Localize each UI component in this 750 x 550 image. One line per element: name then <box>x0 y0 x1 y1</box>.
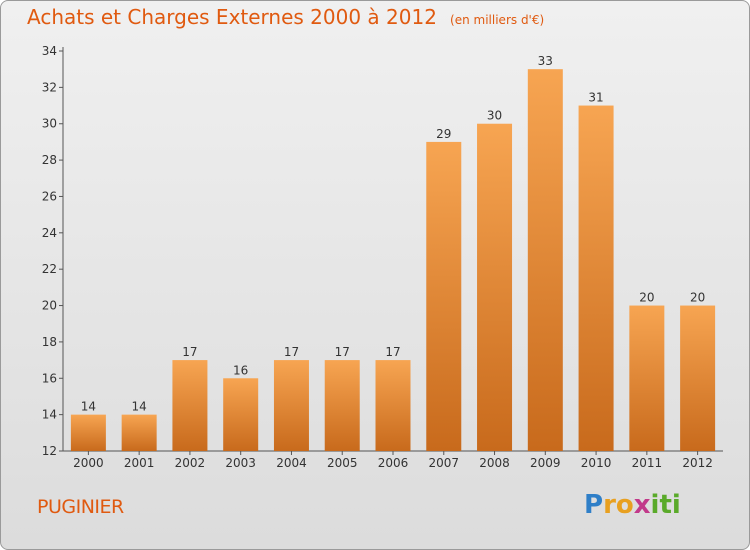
bar-2012[interactable] <box>680 305 716 451</box>
commune-name: PUGINIER <box>37 496 124 518</box>
bar-2005[interactable] <box>324 360 360 451</box>
bar-2001[interactable] <box>121 414 157 451</box>
y-tick-label: 12 <box>42 444 57 458</box>
logo-letter: P <box>584 490 604 520</box>
x-tick-label: 2010 <box>581 456 612 470</box>
bar-value-label: 20 <box>639 291 654 305</box>
bar-value-label: 33 <box>538 54 553 68</box>
logo-letter: i <box>671 490 681 520</box>
x-tick-label: 2004 <box>276 456 307 470</box>
bar-2003[interactable] <box>223 378 259 451</box>
x-axis: 2000 2001 2002 2003 2004 2005 2006 2007 2008 2009… <box>73 451 713 470</box>
bar-2008[interactable] <box>477 123 513 452</box>
bar-2010[interactable] <box>578 105 614 451</box>
data-labels: 14 14 17 16 17 17 17 29 30 33 31 20 20 <box>81 54 706 413</box>
proxiti-logo[interactable]: Proxiti <box>584 490 681 520</box>
y-tick-label: 24 <box>42 226 57 240</box>
y-tick-label: 18 <box>42 335 57 349</box>
y-tick-label: 20 <box>42 299 57 313</box>
y-tick-label: 28 <box>42 153 57 167</box>
bar-2004[interactable] <box>273 360 309 451</box>
y-axis: 12 14 16 18 20 22 24 26 28 30 32 34 <box>42 44 723 458</box>
bar-value-label: 14 <box>81 400 96 414</box>
y-tick-label: 34 <box>42 44 57 58</box>
bars <box>70 69 716 452</box>
x-tick-label: 2003 <box>225 456 256 470</box>
y-tick-label: 14 <box>42 408 57 422</box>
x-tick-label: 2008 <box>479 456 510 470</box>
chart-title: Achats et Charges Externes 2000 à 2012 <box>27 5 437 29</box>
bar-value-label: 17 <box>335 345 350 359</box>
logo-letter: r <box>603 490 616 520</box>
x-tick-label: 2012 <box>682 456 713 470</box>
bar-2009[interactable] <box>527 69 563 451</box>
y-tick-label: 16 <box>42 371 57 385</box>
y-tick-label: 22 <box>42 262 57 276</box>
bar-value-label: 30 <box>487 109 502 123</box>
x-tick-label: 2001 <box>124 456 155 470</box>
bar-value-label: 29 <box>436 127 451 141</box>
logo-letter: o <box>615 490 634 520</box>
logo-letter: x <box>633 490 651 520</box>
x-tick-label: 2000 <box>73 456 104 470</box>
bar-value-label: 17 <box>385 345 400 359</box>
chart-unit: (en milliers d'€) <box>450 13 545 27</box>
bar-2011[interactable] <box>629 305 665 451</box>
x-tick-label: 2007 <box>428 456 459 470</box>
y-tick-label: 26 <box>42 189 57 203</box>
y-tick-label: 32 <box>42 80 57 94</box>
y-tick-label: 30 <box>42 117 57 131</box>
bar-2006[interactable] <box>375 360 411 451</box>
x-tick-label: 2011 <box>632 456 663 470</box>
bar-2000[interactable] <box>70 414 106 451</box>
title-block: Achats et Charges Externes 2000 à 2012 (… <box>27 5 544 29</box>
x-tick-label: 2006 <box>378 456 409 470</box>
x-tick-label: 2009 <box>530 456 561 470</box>
bar-2002[interactable] <box>172 360 208 451</box>
bar-value-label: 14 <box>132 400 147 414</box>
x-tick-label: 2005 <box>327 456 358 470</box>
bar-value-label: 31 <box>588 91 603 105</box>
bar-value-label: 17 <box>284 345 299 359</box>
logo-letter: i <box>650 490 660 520</box>
logo-letter: t <box>659 490 672 520</box>
bar-value-label: 20 <box>690 291 705 305</box>
bar-value-label: 16 <box>233 363 248 377</box>
x-tick-label: 2002 <box>175 456 206 470</box>
bar-2007[interactable] <box>426 141 462 451</box>
bar-value-label: 17 <box>182 345 197 359</box>
